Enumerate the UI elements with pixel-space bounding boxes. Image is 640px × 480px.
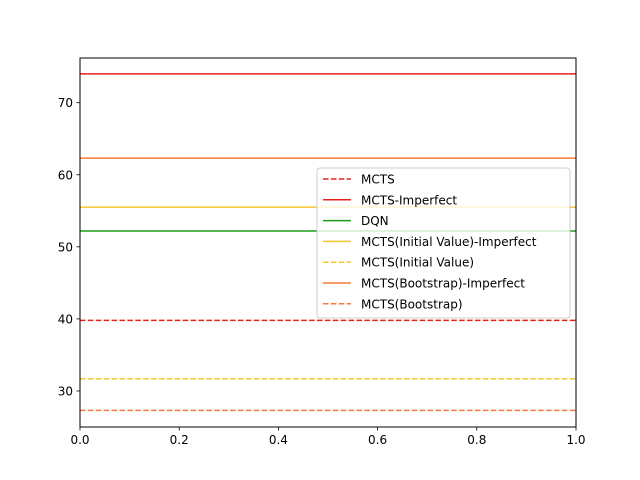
legend-item-mcts-initial-value-imperfect: MCTS(Initial Value)-Imperfect — [323, 235, 537, 249]
legend-item-mcts-bootstrap: MCTS(Bootstrap) — [323, 297, 463, 311]
y-tick-label: 40 — [58, 312, 73, 326]
x-tick-label: 1.0 — [566, 433, 585, 447]
y-tick-label: 60 — [58, 168, 73, 182]
legend-item-mcts: MCTS — [323, 173, 395, 187]
legend-label: MCTS(Bootstrap) — [361, 297, 463, 311]
legend-label: MCTS — [361, 173, 395, 187]
legend-box — [316, 167, 571, 319]
legend-label: MCTS(Bootstrap)-Imperfect — [361, 277, 525, 291]
legend-label: MCTS(Initial Value) — [361, 256, 474, 270]
y-tick-label: 50 — [58, 240, 73, 254]
legend: MCTS MCTS-Imperfect DQN MCTS(Initial Value)… — [316, 167, 571, 319]
x-tick-label: 0.2 — [170, 433, 189, 447]
legend-item-mcts-initial-value: MCTS(Initial Value) — [323, 256, 474, 270]
legend-item-mcts-imperfect: MCTS-Imperfect — [323, 193, 457, 207]
y-tick-label: 30 — [58, 384, 73, 398]
legend-label: MCTS-Imperfect — [361, 193, 457, 207]
legend-label: MCTS(Initial Value)-Imperfect — [361, 235, 537, 249]
x-tick-label: 0.4 — [269, 433, 288, 447]
axes-layer — [79, 57, 577, 428]
legend-item-mcts-bootstrap-imperfect: MCTS(Bootstrap)-Imperfect — [323, 277, 525, 291]
axes-frame — [79, 57, 577, 428]
x-axis-ticks: 0.0 0.2 0.4 0.6 0.8 1.0 — [70, 427, 586, 447]
legend-label: DQN — [361, 214, 389, 228]
y-tick-label: 70 — [58, 96, 73, 110]
legend-item-dqn: DQN — [323, 214, 389, 228]
y-axis-ticks: 30 40 50 60 70 — [58, 96, 80, 398]
x-tick-label: 0.0 — [70, 433, 89, 447]
x-tick-label: 0.6 — [368, 433, 387, 447]
x-tick-label: 0.8 — [467, 433, 486, 447]
